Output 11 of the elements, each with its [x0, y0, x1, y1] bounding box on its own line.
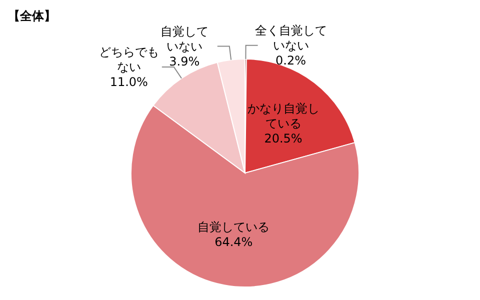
data-label: 64.4% — [214, 235, 253, 250]
slice-label: 自覚していない — [160, 24, 208, 54]
slice-label: どちらでもない — [98, 44, 159, 74]
data-label: 0.2% — [276, 53, 306, 68]
data-label: 11.0% — [110, 74, 148, 89]
data-label: 3.9% — [169, 54, 200, 68]
data-label: 20.5% — [264, 131, 302, 146]
slice-label: 自覚している — [198, 220, 270, 234]
slice-label: 全く自覚していない — [254, 23, 327, 52]
chart-title: 【全体】 — [8, 8, 56, 25]
slice-label: かなり自覚している — [247, 101, 320, 130]
